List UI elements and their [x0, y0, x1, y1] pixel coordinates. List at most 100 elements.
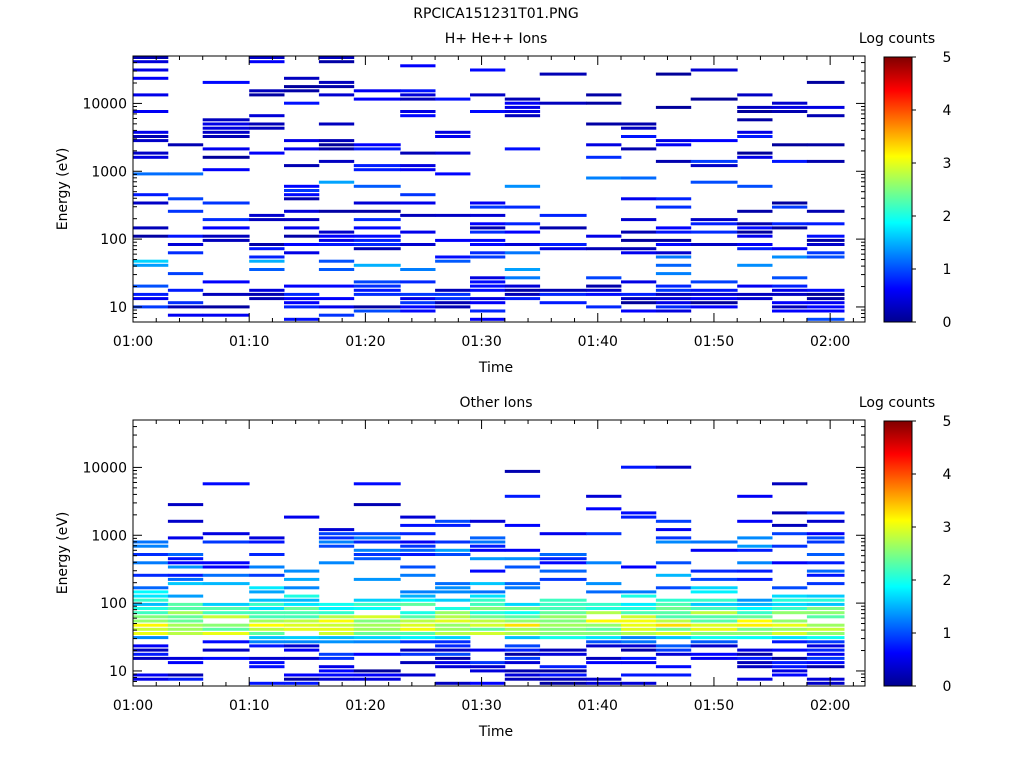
heatmap-cell [167, 172, 204, 176]
heatmap-cell [655, 540, 692, 544]
heatmap-cell [353, 536, 401, 540]
heatmap-cell [586, 101, 622, 105]
heatmap-cell [539, 247, 587, 251]
heatmap-cell [133, 632, 169, 635]
heatmap-cell [167, 632, 204, 635]
heatmap-cell [806, 209, 845, 213]
heatmap-cell [400, 168, 436, 172]
heatmap-cell [249, 619, 285, 623]
heatmap-cell [621, 644, 657, 648]
heatmap-cell [586, 247, 622, 251]
heatmap-cell [539, 561, 587, 565]
heatmap-cell [202, 627, 250, 631]
heatmap-cell [353, 636, 401, 640]
heatmap-cell [435, 611, 471, 615]
heatmap-cell [167, 619, 204, 623]
heatmap-cell [318, 665, 355, 669]
heatmap-cell [539, 557, 587, 561]
heatmap-cell [470, 297, 506, 301]
heatmap-cell [806, 255, 845, 259]
heatmap-cell [772, 511, 808, 515]
heatmap-cell [690, 243, 738, 246]
heatmap-cell [806, 519, 845, 523]
heatmap-cell [504, 147, 541, 151]
heatmap-cell [806, 644, 845, 648]
heatmap-cell [435, 130, 471, 134]
heatmap-cell [690, 68, 738, 72]
heatmap-cell [806, 677, 845, 681]
heatmap-cell [353, 309, 401, 313]
heatmap-cell [690, 230, 738, 234]
heatmap-cell [621, 590, 657, 594]
heatmap-cell [470, 681, 506, 685]
heatmap-cell [690, 652, 738, 656]
heatmap-cell [655, 301, 692, 305]
heatmap-cell [318, 528, 355, 532]
heatmap-cell [806, 573, 845, 577]
heatmap-cell [539, 619, 587, 623]
heatmap-cell [133, 602, 169, 606]
heatmap-cell [655, 573, 692, 577]
heatmap-cell [470, 540, 506, 544]
heatmap-cell [655, 602, 692, 606]
heatmap-cell [737, 636, 773, 640]
x-tick-label: 01:10 [229, 698, 269, 714]
heatmap-cell [586, 288, 622, 292]
heatmap-cell [772, 669, 808, 673]
heatmap-cell [435, 135, 471, 138]
heatmap-cell [655, 611, 692, 615]
heatmap-cell [435, 681, 471, 685]
heatmap-cell [621, 197, 657, 201]
heatmap-cell [806, 317, 845, 321]
heatmap-cell [318, 147, 355, 151]
heatmap-cell [737, 93, 773, 97]
heatmap-cell [586, 532, 622, 536]
heatmap-cell [133, 598, 169, 602]
heatmap-cell [586, 602, 622, 606]
heatmap-cell [353, 548, 401, 552]
heatmap-cell [690, 619, 738, 623]
heatmap-cell [318, 238, 355, 242]
heatmap-cell [772, 636, 808, 640]
heatmap-cell [167, 143, 204, 147]
heatmap-cell [435, 623, 471, 627]
heatmap-cell [133, 673, 169, 677]
heatmap-cell [772, 598, 808, 602]
heatmap-cell [318, 80, 355, 84]
x-tick-label: 01:20 [345, 698, 385, 714]
heatmap-cell [400, 515, 436, 519]
heatmap-cell [690, 159, 738, 163]
heatmap-cell [621, 673, 657, 677]
heatmap-cell [655, 139, 692, 143]
heatmap-cell [202, 573, 250, 577]
heatmap-cell [690, 301, 738, 305]
heatmap-cell [202, 313, 250, 317]
heatmap-cell [202, 122, 250, 126]
heatmap-cell [400, 623, 436, 627]
heatmap-cell [504, 251, 541, 255]
colorbar-tick-label: 1 [943, 262, 952, 278]
heatmap-cell [690, 640, 738, 644]
heatmap-cell [737, 209, 773, 213]
colorbar-tick-label: 1 [943, 626, 952, 642]
heatmap-cell [133, 652, 169, 656]
heatmap-cell [284, 648, 320, 652]
heatmap-cell [318, 143, 355, 147]
heatmap-cell [400, 661, 436, 665]
heatmap-cells [133, 56, 845, 321]
x-tick-label: 01:50 [694, 698, 734, 714]
heatmap-cell [249, 640, 285, 644]
heatmap-cell [737, 627, 773, 631]
heatmap-cell [772, 640, 808, 644]
heatmap-cell [806, 652, 845, 656]
heatmap-cell [318, 60, 355, 64]
heatmap-cell [655, 636, 692, 640]
heatmap-cell [353, 247, 401, 251]
heatmap-cell [202, 218, 250, 222]
heatmap-cell [435, 548, 471, 552]
heatmap-cell [435, 238, 471, 242]
heatmap-cell [504, 110, 541, 113]
heatmap-cell [504, 494, 541, 498]
heatmap-cell [167, 305, 204, 309]
